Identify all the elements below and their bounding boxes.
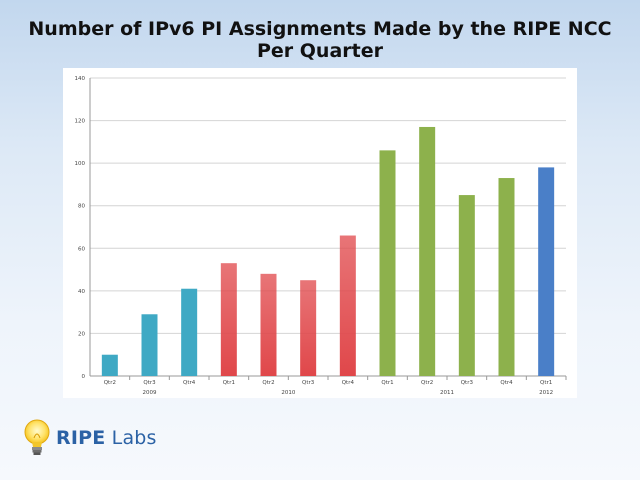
x-tick-label: Qtr1 <box>223 380 235 386</box>
chart-title-line2: Per Quarter <box>256 40 383 62</box>
year-group-label: 2009 <box>143 390 157 396</box>
bar <box>300 280 317 376</box>
ripe-labs-logo: RIPE Labs <box>22 418 157 458</box>
bar <box>498 178 515 376</box>
x-tick-label: Qtr2 <box>104 380 116 386</box>
bar <box>181 288 198 376</box>
bar-chart: 0 20 40 60 80 100 120 140 Qtr2 Qtr3 Qtr4 Qtr1 Qtr2 Qt… <box>75 76 567 396</box>
x-tick-label: Qtr1 <box>381 380 393 386</box>
bar <box>419 126 436 376</box>
bar <box>379 150 396 376</box>
x-tick-label: Qtr1 <box>540 380 552 386</box>
y-tick-label: 60 <box>78 246 85 252</box>
year-group-label: 2012 <box>539 390 553 396</box>
x-tick-label: Qtr3 <box>302 380 315 386</box>
x-tick-label: Qtr4 <box>183 380 196 386</box>
chart-panel: 0 20 40 60 80 100 120 140 Qtr2 Qtr3 Qtr4 Qtr1 Qtr2 Qt… <box>63 68 577 398</box>
bar <box>538 167 555 376</box>
lightbulb-icon <box>24 419 50 455</box>
bar <box>101 354 118 376</box>
y-tick-label: 20 <box>78 331 85 337</box>
bar <box>220 263 237 376</box>
logo-word-ripe: RIPE <box>56 427 106 449</box>
y-tick-label: 80 <box>78 204 85 210</box>
bar <box>458 195 475 376</box>
y-tick-label: 40 <box>78 289 85 295</box>
y-tick-label: 100 <box>75 161 86 167</box>
x-tick-label: Qtr3 <box>143 380 156 386</box>
bar <box>339 235 356 376</box>
bar <box>260 273 277 376</box>
year-group-label: 2011 <box>440 390 454 396</box>
chart-title: Number of IPv6 PI Assignments Made by th… <box>0 18 640 62</box>
year-group-label: 2010 <box>281 390 295 396</box>
y-tick-label: 0 <box>82 374 86 380</box>
bar <box>141 314 158 376</box>
x-tick-label: Qtr2 <box>262 380 274 386</box>
x-tick-label: Qtr3 <box>461 380 474 386</box>
y-tick-label: 140 <box>75 76 86 82</box>
logo-word-labs: Labs <box>111 427 157 449</box>
y-tick-label: 120 <box>75 119 86 125</box>
x-tick-label: Qtr2 <box>421 380 433 386</box>
chart-title-line1: Number of IPv6 PI Assignments Made by th… <box>28 18 612 40</box>
x-tick-label: Qtr4 <box>500 380 513 386</box>
logo-wordmark: RIPE Labs <box>56 427 157 449</box>
x-tick-label: Qtr4 <box>342 380 355 386</box>
